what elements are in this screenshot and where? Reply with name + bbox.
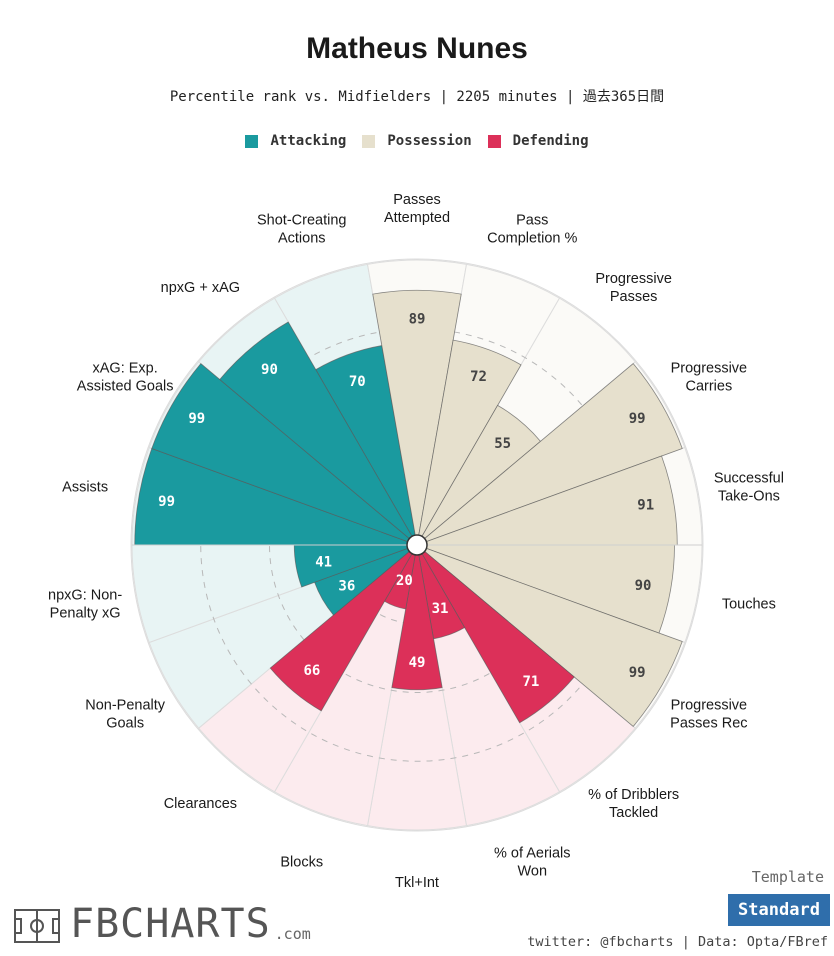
center-circle xyxy=(406,534,428,556)
value-label-assists: 99 xyxy=(158,494,175,510)
value-label-shot-creating-actions: 70 xyxy=(349,374,366,390)
category-label-assists: Assists xyxy=(62,479,108,495)
value-label-progressive-passes: 55 xyxy=(494,436,511,452)
category-label-passes-attempted: Passes Attempted xyxy=(384,192,450,226)
chart-title: Matheus Nunes xyxy=(306,32,528,65)
brand-logo-text: FBCHARTS xyxy=(70,901,271,947)
value-label-npxg-xag: 90 xyxy=(261,362,278,378)
value-label-clearances: 66 xyxy=(303,663,320,679)
category-label-of-aerials-won: % of Aerials Won xyxy=(494,846,571,880)
template-standard-button[interactable]: Standard xyxy=(728,894,830,926)
legend: Attacking Possession Defending xyxy=(0,133,834,149)
category-label-of-dribblers-tackled: % of Dribblers Tackled xyxy=(588,787,679,821)
legend-item-defending: Defending xyxy=(487,133,589,149)
value-label-of-aerials-won: 31 xyxy=(432,601,449,617)
template-label: Template xyxy=(751,868,824,886)
category-label-blocks: Blocks xyxy=(280,855,323,871)
category-label-npxg-xag: npxG + xAG xyxy=(161,280,240,296)
category-label-clearances: Clearances xyxy=(164,796,237,812)
chart-subtitle: Percentile rank vs. Midfielders | 2205 m… xyxy=(169,89,665,105)
value-label-of-dribblers-tackled: 71 xyxy=(523,674,540,690)
outer-circle xyxy=(130,258,704,832)
legend-item-possession: Possession xyxy=(362,133,472,149)
legend-swatch-defending xyxy=(487,134,501,148)
legend-label-defending: Defending xyxy=(512,133,589,149)
value-label-npxg-non-penalty-xg: 41 xyxy=(315,554,332,570)
value-label-blocks: 20 xyxy=(396,573,413,589)
value-label-tkl-int: 49 xyxy=(409,655,426,671)
category-label-npxg-non-penalty-xg: npxG: Non-Penalty xG xyxy=(48,588,122,622)
value-label-progressive-passes-rec: 99 xyxy=(629,665,646,681)
category-label-shot-creating-actions: Shot-Creating Actions xyxy=(257,212,346,246)
value-label-touches: 90 xyxy=(635,578,652,594)
category-label-tkl-int: Tkl+Int xyxy=(395,875,439,891)
category-label-progressive-passes-rec: Progressive Passes Rec xyxy=(670,698,747,732)
value-label-passes-attempted: 89 xyxy=(409,311,426,327)
category-label-xag-exp-assisted-goals: xAG: Exp. Assisted Goals xyxy=(77,361,174,395)
category-label-progressive-passes: Progressive Passes xyxy=(595,271,672,305)
brand-logo-suffix: .com xyxy=(274,925,311,943)
pitch-icon xyxy=(14,909,60,943)
legend-swatch-attacking xyxy=(245,134,259,148)
category-label-successful-take-ons: Successful Take-Ons xyxy=(714,470,784,504)
legend-label-possession: Possession xyxy=(387,133,472,149)
legend-swatch-possession xyxy=(362,134,376,148)
brand-logo: FBCHARTS .com xyxy=(14,904,311,944)
credits: twitter: @fbcharts | Data: Opta/FBref xyxy=(527,934,828,950)
legend-item-attacking: Attacking xyxy=(245,133,346,149)
value-label-non-penalty-goals: 36 xyxy=(338,579,355,595)
category-label-pass-completion: Pass Completion % xyxy=(487,212,577,246)
legend-label-attacking: Attacking xyxy=(270,133,347,149)
value-label-successful-take-ons: 91 xyxy=(637,498,654,514)
value-label-progressive-carries: 99 xyxy=(629,411,646,427)
category-label-progressive-carries: Progressive Carries xyxy=(671,361,748,395)
category-label-touches: Touches xyxy=(722,597,776,613)
value-label-pass-completion: 72 xyxy=(470,369,487,385)
value-label-xag-exp-assisted-goals: 99 xyxy=(188,411,205,427)
category-label-non-penalty-goals: Non-Penalty Goals xyxy=(85,698,166,732)
